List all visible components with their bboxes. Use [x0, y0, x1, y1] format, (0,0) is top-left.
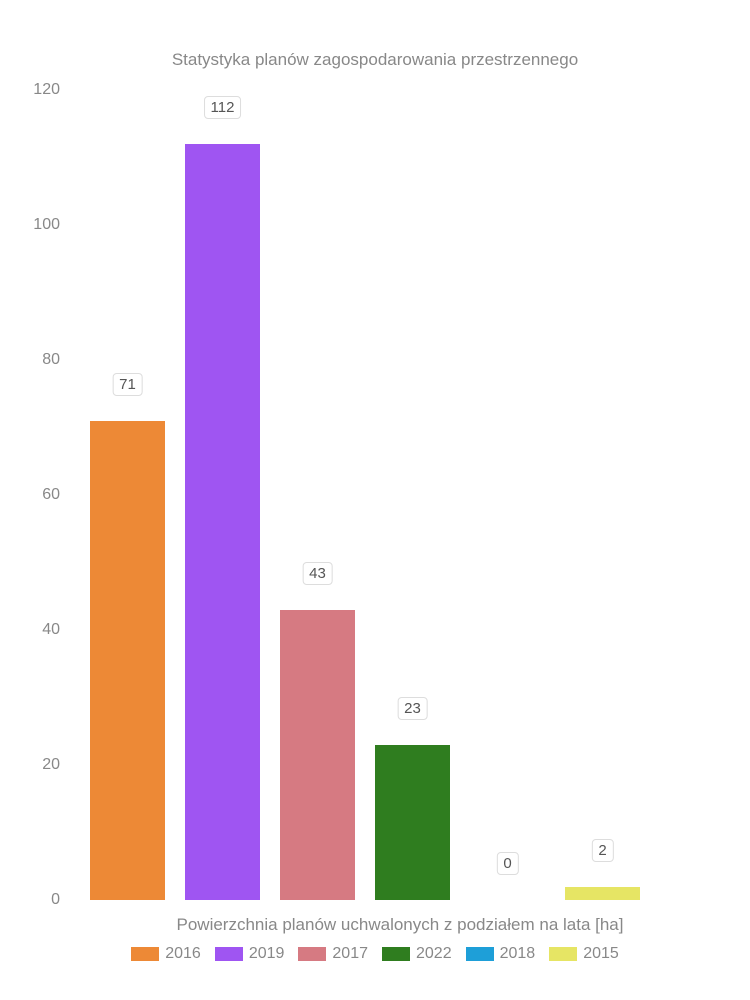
bar-label-2022: 23 — [397, 697, 428, 720]
legend-label: 2019 — [249, 945, 285, 963]
legend-swatch — [549, 947, 577, 961]
legend-swatch — [382, 947, 410, 961]
y-tick: 120 — [33, 81, 60, 99]
x-axis-label: Powierzchnia planów uchwalonych z podzia… — [80, 915, 720, 935]
legend-item-2018: 2018 — [466, 945, 536, 963]
bar-label-2016: 71 — [112, 373, 143, 396]
legend-item-2019: 2019 — [215, 945, 285, 963]
bar-2022 — [375, 745, 450, 900]
y-tick: 40 — [42, 621, 60, 639]
y-tick: 80 — [42, 351, 60, 369]
bar-label-2015: 2 — [591, 839, 613, 862]
y-tick: 0 — [51, 891, 60, 909]
legend-item-2022: 2022 — [382, 945, 452, 963]
legend-label: 2018 — [500, 945, 536, 963]
y-axis: 020406080100120 — [0, 90, 70, 900]
legend-item-2017: 2017 — [298, 945, 368, 963]
bar-2017 — [280, 610, 355, 900]
bar-2019 — [185, 144, 260, 900]
legend-item-2015: 2015 — [549, 945, 619, 963]
y-tick: 100 — [33, 216, 60, 234]
bar-label-2017: 43 — [302, 562, 333, 585]
bar-2016 — [90, 421, 165, 900]
legend-swatch — [215, 947, 243, 961]
y-tick: 60 — [42, 486, 60, 504]
legend: 2016 2019 2017 2022 2018 2015 — [0, 945, 750, 963]
y-tick: 20 — [42, 756, 60, 774]
legend-label: 2015 — [583, 945, 619, 963]
legend-swatch — [466, 947, 494, 961]
bar-2015 — [565, 887, 640, 901]
legend-item-2016: 2016 — [131, 945, 201, 963]
plot-area: 71 112 43 23 0 2 — [80, 90, 720, 900]
legend-swatch — [131, 947, 159, 961]
chart-title: Statystyka planów zagospodarowania przes… — [0, 50, 750, 70]
chart-container: Statystyka planów zagospodarowania przes… — [0, 0, 750, 1000]
legend-label: 2022 — [416, 945, 452, 963]
legend-swatch — [298, 947, 326, 961]
legend-label: 2017 — [332, 945, 368, 963]
bar-label-2018: 0 — [496, 852, 518, 875]
legend-label: 2016 — [165, 945, 201, 963]
bar-label-2019: 112 — [204, 96, 242, 119]
